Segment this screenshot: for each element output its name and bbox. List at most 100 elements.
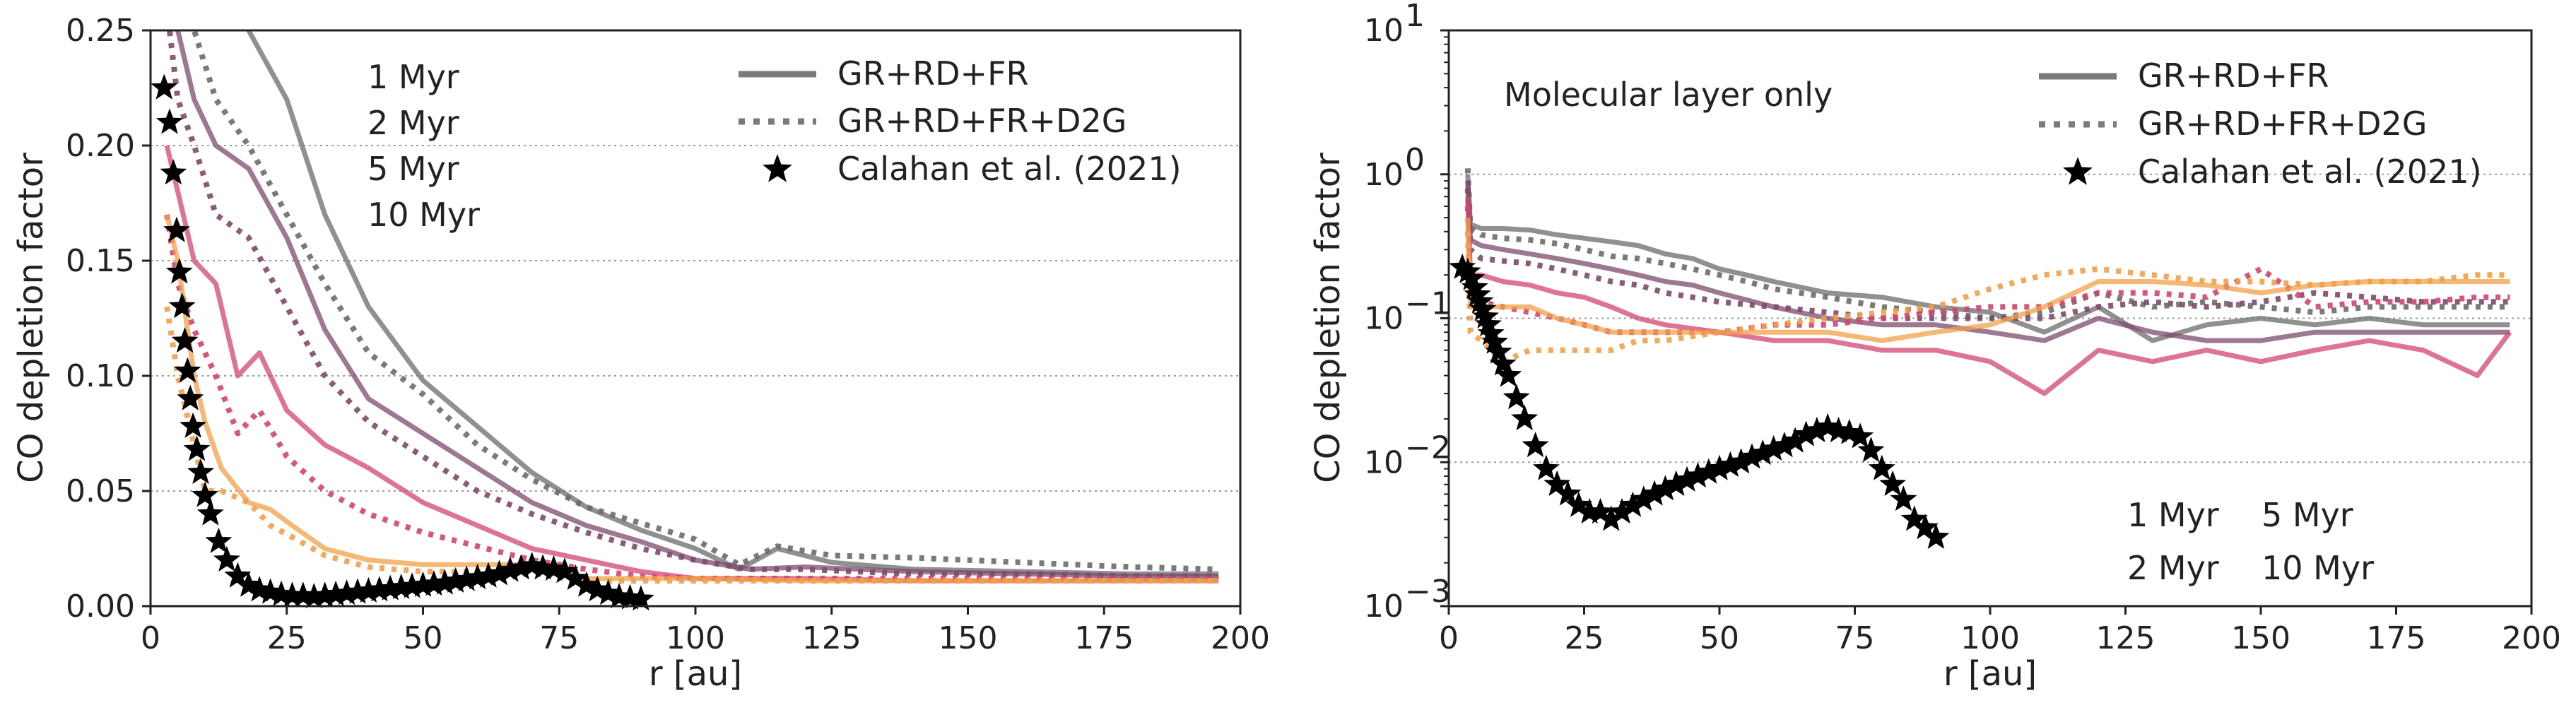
right-calahan-star-point: [1472, 302, 1500, 329]
left-calahan-star-point: [420, 570, 447, 596]
left-calahan-star-point: [431, 569, 459, 595]
right-legend-star-shape: [2063, 157, 2093, 185]
right-calahan-star-point: [1706, 454, 1733, 480]
left-legend-time-5: 5 Myr: [367, 150, 459, 188]
right-calahan-star-point: [1641, 480, 1669, 506]
left-legend-star-shape: [763, 154, 792, 182]
right-calahan-star-point: [1532, 454, 1560, 480]
right-y-tick-exponent: −1: [1405, 286, 1451, 322]
left-x-tick-label: 0: [141, 620, 160, 656]
right-y-tick-exponent: −3: [1405, 574, 1451, 610]
right-legend-time-2: 2 Myr: [2127, 549, 2219, 587]
right-calahan-star-point: [1879, 470, 1907, 496]
left-series-10-myr-solid: [164, 213, 1219, 584]
right-calahan-star-point: [1652, 475, 1679, 501]
left-calahan-star-point: [409, 571, 437, 597]
right-legend-time-1: 1 Myr: [2127, 496, 2219, 534]
right-calahan-star-point: [1464, 280, 1491, 307]
left-calahan-star-point: [584, 576, 611, 602]
right-series-5-myr-dotted: [1464, 206, 2510, 336]
right-y-tick-exponent: −2: [1405, 430, 1451, 466]
left-calahan-star-point: [442, 567, 469, 593]
left-calahan-star-point: [213, 545, 240, 572]
right-calahan-star-point: [1922, 523, 1950, 549]
left-calahan-star-point: [192, 481, 219, 507]
left-calahan-star-point: [486, 560, 513, 586]
left-legend-star-marker: [763, 154, 792, 182]
left-calahan-star-point: [507, 554, 535, 580]
left-calahan-star-point: [171, 327, 199, 353]
right-legend-solid-label: GR+RD+FR: [2138, 57, 2329, 95]
right-calahan-star-point: [1835, 418, 1863, 444]
right-x-tick-label: 175: [2367, 620, 2426, 656]
right-legend-time-5: 5 Myr: [2262, 496, 2353, 534]
left-calahan-star-point: [278, 581, 306, 608]
right-x-tick-label: 50: [1700, 620, 1739, 656]
left-calahan-star-point: [180, 412, 207, 438]
right-calahan-star-point: [1695, 458, 1722, 484]
left-gridlines: [151, 145, 1240, 492]
right-calahan-star-point: [1912, 514, 1939, 540]
right-legend-dotted-label: GR+RD+FR+D2G: [2138, 105, 2427, 143]
left-calahan-star-point: [151, 73, 178, 100]
right-calahan-star-point: [1511, 404, 1539, 431]
left-calahan-star-point: [205, 527, 233, 553]
right-calahan-star-point: [1847, 422, 1874, 449]
right-calahan-star-point: [1466, 288, 1494, 314]
right-calahan-star-point: [1727, 448, 1755, 474]
left-calahan-star-point: [399, 572, 426, 598]
right-calahan-stars: [1449, 253, 1950, 549]
right-x-tick-label: 100: [1960, 620, 2020, 656]
left-x-tick-label: 25: [267, 620, 307, 656]
right-x-tick-label: 125: [2096, 620, 2156, 656]
right-calahan-star-point: [1630, 485, 1657, 511]
left-x-ticks: 0 25 50 75 100 125 150 175 200: [141, 606, 1270, 656]
right-calahan-star-point: [1469, 295, 1497, 321]
left-legend-dotted-label: GR+RD+FR+D2G: [837, 102, 1127, 140]
left-legend-solid-label: GR+RD+FR: [837, 54, 1029, 93]
right-calahan-star-point: [1717, 451, 1744, 477]
right-calahan-star-point: [1477, 319, 1505, 345]
left-calahan-star-point: [224, 562, 252, 588]
left-calahan-stars: [151, 73, 654, 611]
left-x-tick-label: 100: [666, 620, 725, 656]
left-calahan-star-point: [156, 108, 183, 134]
right-calahan-star-point: [1481, 328, 1509, 354]
left-series-1-myr-solid: [245, 30, 1219, 576]
left-calahan-star-point: [322, 580, 350, 606]
left-calahan-star-point: [475, 562, 502, 588]
left-y-tick-label: 0.20: [66, 128, 135, 164]
right-calahan-star-point: [1597, 505, 1625, 531]
left-legend-time-10: 10 Myr: [367, 196, 480, 234]
left-x-tick-label: 175: [1074, 620, 1134, 656]
right-y-tick-label: 10: [1364, 13, 1404, 49]
right-calahan-star-point: [1474, 310, 1502, 336]
left-legend-time-2: 2 Myr: [367, 104, 459, 142]
left-calahan-star-point: [377, 574, 404, 600]
left-calahan-star-point: [594, 579, 622, 605]
left-y-axis-label: CO depletion factor: [11, 153, 51, 483]
left-x-tick-label: 150: [939, 620, 998, 656]
right-calahan-star-point: [1662, 470, 1690, 496]
left-calahan-star-point: [165, 258, 193, 284]
left-calahan-star-point: [196, 499, 224, 526]
right-calahan-star-point: [1900, 505, 1928, 531]
right-calahan-star-point: [1502, 384, 1530, 410]
left-calahan-star-point: [344, 578, 371, 604]
right-series-1-myr-solid: [1465, 174, 2510, 343]
right-calahan-star-point: [1565, 491, 1592, 517]
right-series-5-myr-solid: [1465, 196, 2512, 396]
right-series-2-myr-solid: [1465, 180, 2510, 343]
left-x-tick-label: 200: [1211, 620, 1270, 656]
right-series-10-myr-solid: [1465, 217, 2510, 343]
left-y-tick-label: 0.15: [66, 243, 135, 279]
right-y-tick-label: 10: [1364, 301, 1404, 337]
left-series-5-myr-dotted: [164, 214, 1219, 581]
right-y-tick-exponent: 0: [1405, 142, 1425, 178]
right-calahan-star-point: [1587, 497, 1614, 524]
right-calahan-star-point: [1770, 432, 1798, 458]
left-calahan-star-point: [168, 292, 196, 319]
right-calahan-star-point: [1760, 434, 1787, 461]
left-calahan-star-point: [311, 581, 339, 608]
